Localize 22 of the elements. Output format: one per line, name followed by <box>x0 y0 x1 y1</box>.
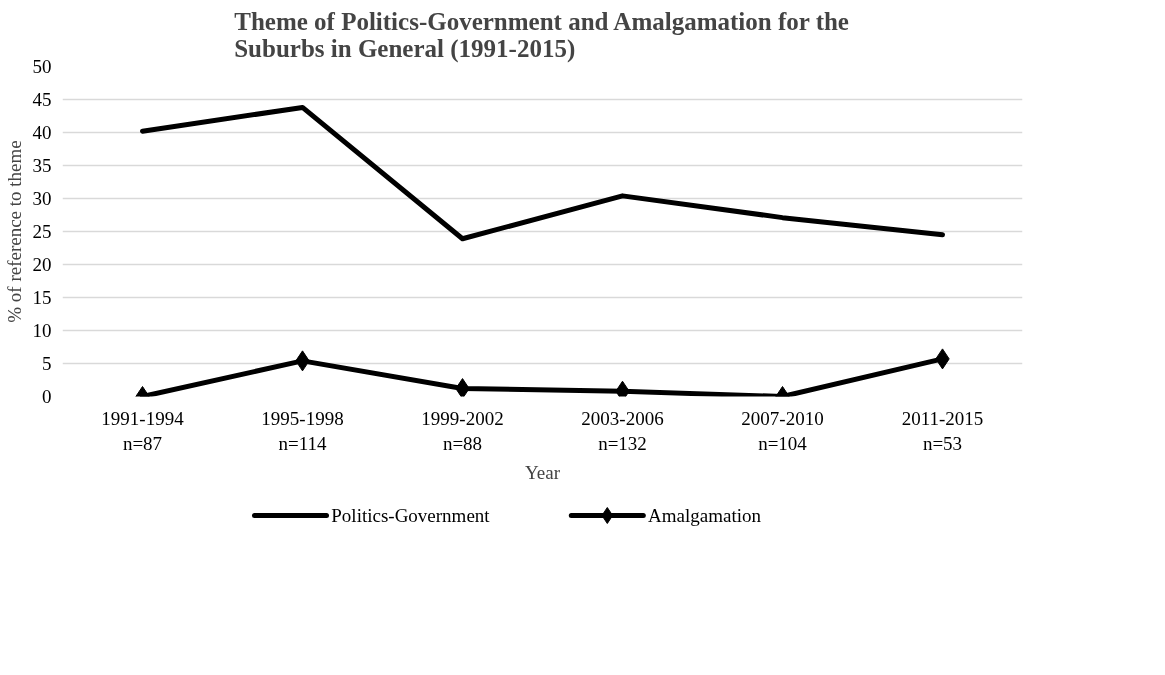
x-tick-label: 1999-2002 n=88 <box>421 407 504 454</box>
x-axis-title: Year <box>524 461 561 483</box>
y-tick-label: 45 <box>32 89 52 110</box>
x-tick-label: 2011-2015 n=53 <box>901 407 984 454</box>
y-tick-label: 5 <box>42 353 52 374</box>
y-tick-label: 10 <box>32 320 52 341</box>
y-tick-label: 25 <box>32 221 52 242</box>
x-tick-label: 1991-1994 n=87 <box>101 407 185 454</box>
chart-title: Theme of Politics-Government and Amalgamation for the Suburbs in General (1991-2015) <box>234 7 849 63</box>
x-tick-label: 1995-1998 n=114 <box>261 407 344 454</box>
legend-label: Amalgamation <box>648 505 762 526</box>
y-axis-title: % of reference to theme <box>3 140 25 323</box>
x-tick-label: 2007-2010 n=104 <box>741 407 824 454</box>
y-tick-label: 20 <box>32 254 52 275</box>
y-tick-label: 35 <box>32 155 52 176</box>
y-tick-label: 50 <box>32 56 52 77</box>
y-tick-label: 30 <box>32 188 52 209</box>
y-tick-label: 15 <box>32 287 52 308</box>
y-tick-label: 40 <box>32 122 52 143</box>
x-tick-label: 2003-2006 n=132 <box>581 407 664 454</box>
legend-label: Politics-Government <box>331 505 491 526</box>
y-tick-label: 0 <box>42 386 52 407</box>
